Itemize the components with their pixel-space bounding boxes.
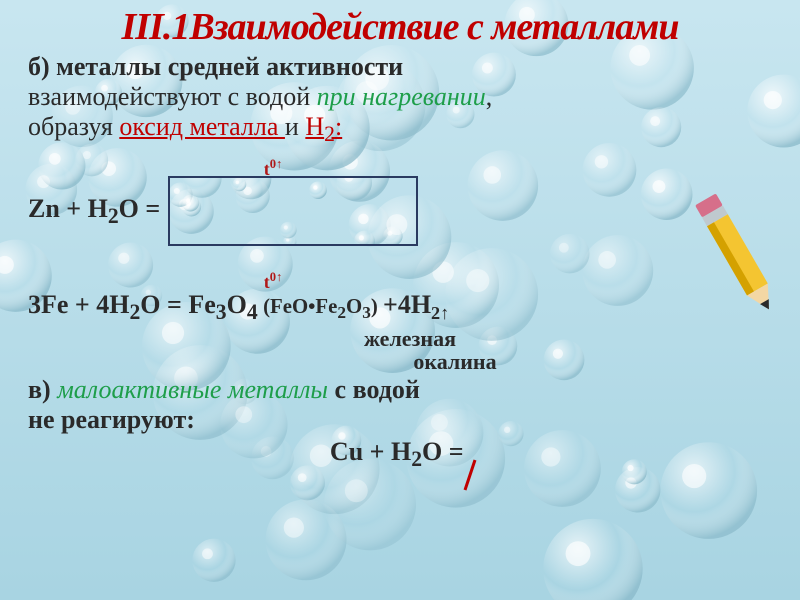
eq1-sub: 2 <box>108 204 119 228</box>
eq2-s1: 2 <box>129 300 140 324</box>
eq2-s3: 4 <box>247 300 263 324</box>
equation-1: Zn + H2O = <box>28 176 772 246</box>
pencil-icon <box>658 174 800 351</box>
sup-arrow1: 0↑ <box>270 157 283 171</box>
eq1-text: Zn + H2O = <box>28 194 160 229</box>
eq2-ss2: 3 <box>362 303 371 322</box>
red-colon: : <box>335 112 342 141</box>
para-c-rest2: не реагируют: <box>28 405 195 434</box>
cap1: железная <box>364 326 456 351</box>
eq2-tail2: 2↑ <box>431 303 449 323</box>
eq1-lhs: Zn + H <box>28 194 108 223</box>
eq3-s: 2 <box>411 447 422 471</box>
para-b-plain4: и <box>285 112 305 141</box>
para-b-red1: оксид металла <box>119 112 285 141</box>
red-h: Н <box>305 112 324 141</box>
eq2-sc: ) <box>371 295 383 318</box>
paragraph-b: б) металлы средней активности взаимодейс… <box>28 52 772 147</box>
eq2-s2: 3 <box>216 300 227 324</box>
paragraph-c: в) малоактивные металлы с водой не реаги… <box>28 375 772 435</box>
para-b-green: при нагревании <box>317 82 486 111</box>
para-c-prefix: в) <box>28 375 57 404</box>
para-b-plain3: образуя <box>28 112 119 141</box>
eq2-o1: O = Fe <box>140 290 215 319</box>
eq3-l: Cu + H <box>330 437 411 466</box>
para-b-plain1: взаимодействуют с водой <box>28 82 317 111</box>
equation-3: Cu + H2O = <box>28 437 772 472</box>
para-b-plain2: , <box>486 82 493 111</box>
eq2-sm: Fe <box>315 295 337 318</box>
cap2: окалина <box>413 350 496 373</box>
sup-arrow2: 0↑ <box>270 270 283 284</box>
eq2-so2: O <box>346 295 362 318</box>
eq2-ss1: 2 <box>337 303 346 322</box>
eq2-tail2-txt: 2↑ <box>431 303 449 323</box>
eq1-o: O = <box>119 194 161 223</box>
para-c-green: малоактивные металлы <box>57 375 328 404</box>
slash-icon <box>463 458 477 492</box>
answer-box <box>168 176 418 246</box>
sup-t0-2: t0↑ <box>258 272 288 289</box>
eq2-tail: +4H <box>383 290 431 319</box>
para-b-red2: Н2: <box>305 112 342 141</box>
para-c-rest1: с водой <box>328 375 420 404</box>
eq3-o: O = <box>422 437 464 466</box>
slide-title: III.1Взаимодействие с металлами <box>28 8 772 46</box>
para-b-bold: металлы средней активности <box>56 52 403 81</box>
para-b-prefix: б) <box>28 52 56 81</box>
eq2-o2: O <box>227 290 247 319</box>
eq2-l1: 3Fe + 4H <box>28 290 129 319</box>
red-h-sub: 2 <box>324 122 335 146</box>
eq2-so: (FeO <box>263 295 308 318</box>
sup-t0-1: t0↑ <box>258 159 288 176</box>
caption-okalyna: железная окалина <box>48 327 772 373</box>
eq2-small: (FeO•Fe2O3) <box>263 295 383 318</box>
